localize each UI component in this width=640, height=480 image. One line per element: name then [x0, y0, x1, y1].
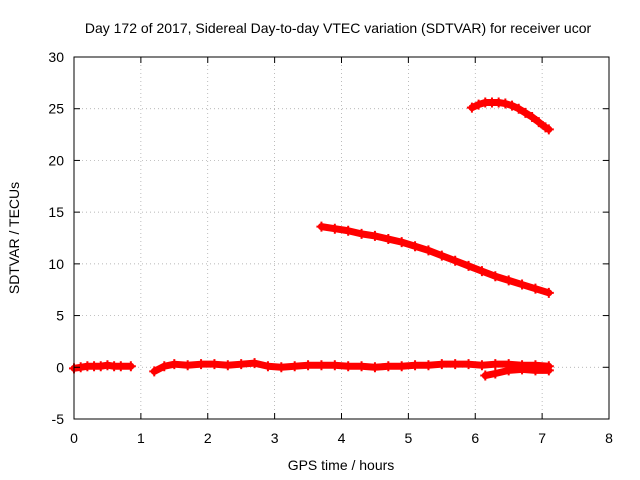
data-point — [543, 287, 554, 298]
data-point — [463, 359, 474, 370]
data-point — [436, 250, 447, 261]
data-point — [209, 359, 220, 370]
data-point — [149, 366, 160, 377]
data-point — [507, 100, 518, 111]
data-point — [513, 103, 524, 114]
y-axis-label: SDTVAR / TECUs — [6, 182, 22, 294]
data-point — [527, 111, 538, 122]
data-point — [236, 359, 247, 370]
x-tick-label: 7 — [538, 430, 546, 446]
data-point — [369, 362, 380, 373]
x-tick-label: 2 — [204, 430, 212, 446]
data-point — [517, 364, 528, 375]
data-point — [543, 124, 554, 135]
data-point — [303, 360, 314, 371]
data-point — [503, 365, 514, 376]
data-point — [396, 361, 407, 372]
y-axis-ticks: -5 0 5 10 15 20 25 30 — [48, 49, 609, 427]
data-point — [493, 97, 504, 108]
data-point — [196, 359, 207, 370]
data-point — [95, 361, 106, 372]
data-point — [423, 360, 434, 371]
y-tick-label: 5 — [56, 308, 64, 324]
data-point — [503, 275, 514, 286]
data-point — [182, 360, 193, 371]
data-point — [343, 225, 354, 236]
data-point — [450, 255, 461, 266]
data-point — [530, 365, 541, 376]
data-point — [169, 359, 180, 370]
data-point — [262, 361, 273, 372]
series-4 — [316, 221, 554, 298]
series-5 — [466, 97, 554, 135]
data-point — [480, 370, 491, 381]
data-point — [369, 230, 380, 241]
y-tick-label: 15 — [48, 204, 64, 220]
data-point — [466, 102, 477, 113]
data-point — [222, 360, 233, 371]
data-point — [383, 234, 394, 245]
series-2 — [149, 358, 554, 377]
y-tick-label: 0 — [56, 359, 64, 375]
data-point — [410, 241, 421, 252]
data-point — [436, 359, 447, 370]
y-tick-label: 20 — [48, 152, 64, 168]
grid-lines — [74, 57, 609, 419]
data-point — [520, 107, 531, 118]
data-point — [329, 360, 340, 371]
x-axis-ticks: 0 1 2 3 4 5 6 7 8 — [70, 57, 613, 446]
y-tick-label: 10 — [48, 256, 64, 272]
chart-title: Day 172 of 2017, Sidereal Day-to-day VTE… — [85, 20, 592, 36]
series-3 — [480, 364, 554, 381]
data-point — [396, 237, 407, 248]
data-point — [500, 98, 511, 109]
data-point — [490, 359, 501, 370]
data-point — [316, 221, 327, 232]
data-point — [490, 368, 501, 379]
data-point — [383, 361, 394, 372]
x-tick-label: 8 — [605, 430, 613, 446]
data-point — [343, 361, 354, 372]
data-point — [159, 361, 170, 372]
data-point — [356, 361, 367, 372]
data-point — [530, 283, 541, 294]
x-tick-label: 5 — [404, 430, 412, 446]
data-points — [69, 97, 554, 381]
data-point — [356, 228, 367, 239]
series-1 — [69, 360, 136, 374]
x-tick-label: 0 — [70, 430, 78, 446]
data-point — [463, 260, 474, 271]
data-point — [410, 360, 421, 371]
x-tick-label: 6 — [471, 430, 479, 446]
data-point — [316, 360, 327, 371]
x-tick-label: 4 — [338, 430, 346, 446]
data-point — [533, 117, 544, 128]
data-point — [329, 223, 340, 234]
data-point — [289, 361, 300, 372]
series-band — [317, 223, 553, 297]
data-point — [249, 358, 260, 369]
x-tick-label: 1 — [137, 430, 145, 446]
y-tick-label: -5 — [52, 411, 65, 427]
y-tick-label: 25 — [48, 101, 64, 117]
y-tick-label: 30 — [48, 49, 64, 65]
data-point — [125, 361, 136, 372]
data-point — [476, 360, 487, 371]
x-axis-label: GPS time / hours — [288, 457, 395, 473]
data-point — [490, 271, 501, 282]
data-point — [115, 361, 126, 372]
data-point — [450, 359, 461, 370]
data-point — [473, 99, 484, 110]
data-point — [276, 362, 287, 373]
x-tick-label: 3 — [271, 430, 279, 446]
data-point — [543, 365, 554, 376]
data-point — [423, 245, 434, 256]
data-point — [102, 360, 113, 371]
data-point — [476, 266, 487, 277]
data-point — [517, 279, 528, 290]
